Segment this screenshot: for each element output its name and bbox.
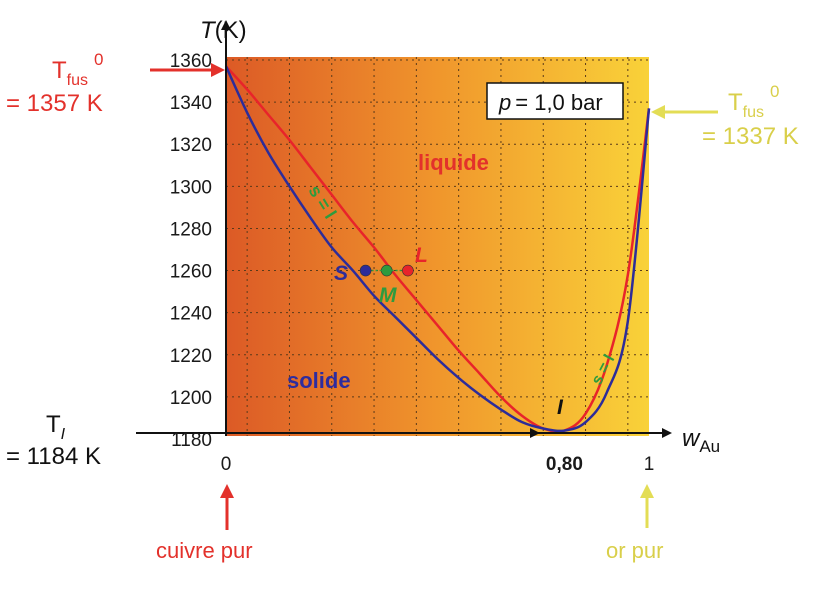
cu-melting-value: = 1357 K bbox=[6, 90, 103, 117]
point-label-i: I bbox=[557, 396, 564, 419]
y-tick-label: 1280 bbox=[170, 219, 212, 240]
point-label-s: S bbox=[334, 262, 348, 285]
grid bbox=[226, 57, 649, 436]
eutectic-value: = 1184 K bbox=[6, 443, 101, 470]
point-l bbox=[402, 264, 414, 277]
plot-background bbox=[226, 57, 649, 436]
au-melting-value: = 1337 K bbox=[702, 123, 799, 150]
y-tick-label: 1360 bbox=[170, 51, 212, 72]
point-s bbox=[359, 264, 372, 277]
eutectic-label: TI bbox=[46, 411, 66, 443]
series-liquidus bbox=[225, 65, 651, 433]
point-label-m: M bbox=[379, 284, 397, 307]
pure-copper-label: cuivre pur bbox=[156, 538, 253, 563]
x-tick-label: 0 bbox=[221, 454, 232, 475]
x-tick-labels: 0 0,80 1 bbox=[221, 454, 655, 475]
x-axis-label: wAu bbox=[682, 425, 720, 456]
point-m bbox=[380, 264, 393, 277]
y-tick-label: 1260 bbox=[170, 262, 212, 283]
pressure-label: p = 1,0 bar bbox=[498, 90, 603, 115]
y-tick-label: 1200 bbox=[170, 388, 212, 409]
series-solidus bbox=[224, 65, 651, 433]
y-tick-label: 1220 bbox=[170, 346, 212, 367]
y-axis-label: T(K) bbox=[200, 17, 247, 44]
y-tick-label: 1320 bbox=[170, 135, 212, 156]
liquid-region-label: liquide bbox=[418, 150, 489, 175]
series-layer bbox=[224, 65, 651, 433]
y-tick-label: 1340 bbox=[170, 93, 212, 114]
points-layer bbox=[359, 264, 414, 277]
solid-region-label: solide bbox=[287, 368, 351, 393]
y-tick-label: 1180 bbox=[171, 430, 212, 451]
y-tick-label: 1300 bbox=[170, 177, 212, 198]
pure-gold-label: or pur bbox=[606, 538, 663, 563]
x-tick-label: 0,80 bbox=[546, 454, 583, 475]
y-tick-label: 1240 bbox=[170, 304, 212, 325]
y-tick-labels: 1180 1200 1220 1240 1260 1280 1300 1320 1340 1360 bbox=[170, 51, 212, 451]
point-label-l: L bbox=[415, 244, 428, 267]
x-tick-label: 1 bbox=[644, 454, 655, 475]
cu-melting-label: Tfus0 bbox=[52, 50, 103, 89]
au-melting-label: Tfus0 bbox=[728, 82, 779, 121]
pressure-box bbox=[486, 82, 624, 120]
